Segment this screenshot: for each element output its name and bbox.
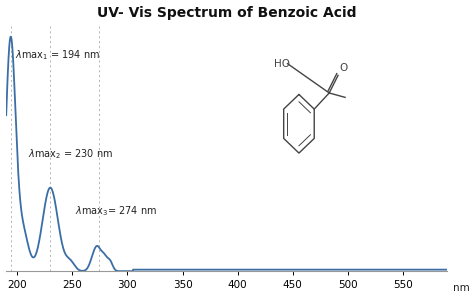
Text: $\lambda$max$_1$ = 194 nm: $\lambda$max$_1$ = 194 nm bbox=[15, 48, 100, 62]
Text: nm: nm bbox=[453, 283, 469, 293]
Text: $\lambda$max$_3$= 274 nm: $\lambda$max$_3$= 274 nm bbox=[74, 204, 156, 218]
Text: $\lambda$max$_2$ = 230 nm: $\lambda$max$_2$ = 230 nm bbox=[28, 147, 113, 161]
Title: UV- Vis Spectrum of Benzoic Acid: UV- Vis Spectrum of Benzoic Acid bbox=[97, 6, 356, 20]
